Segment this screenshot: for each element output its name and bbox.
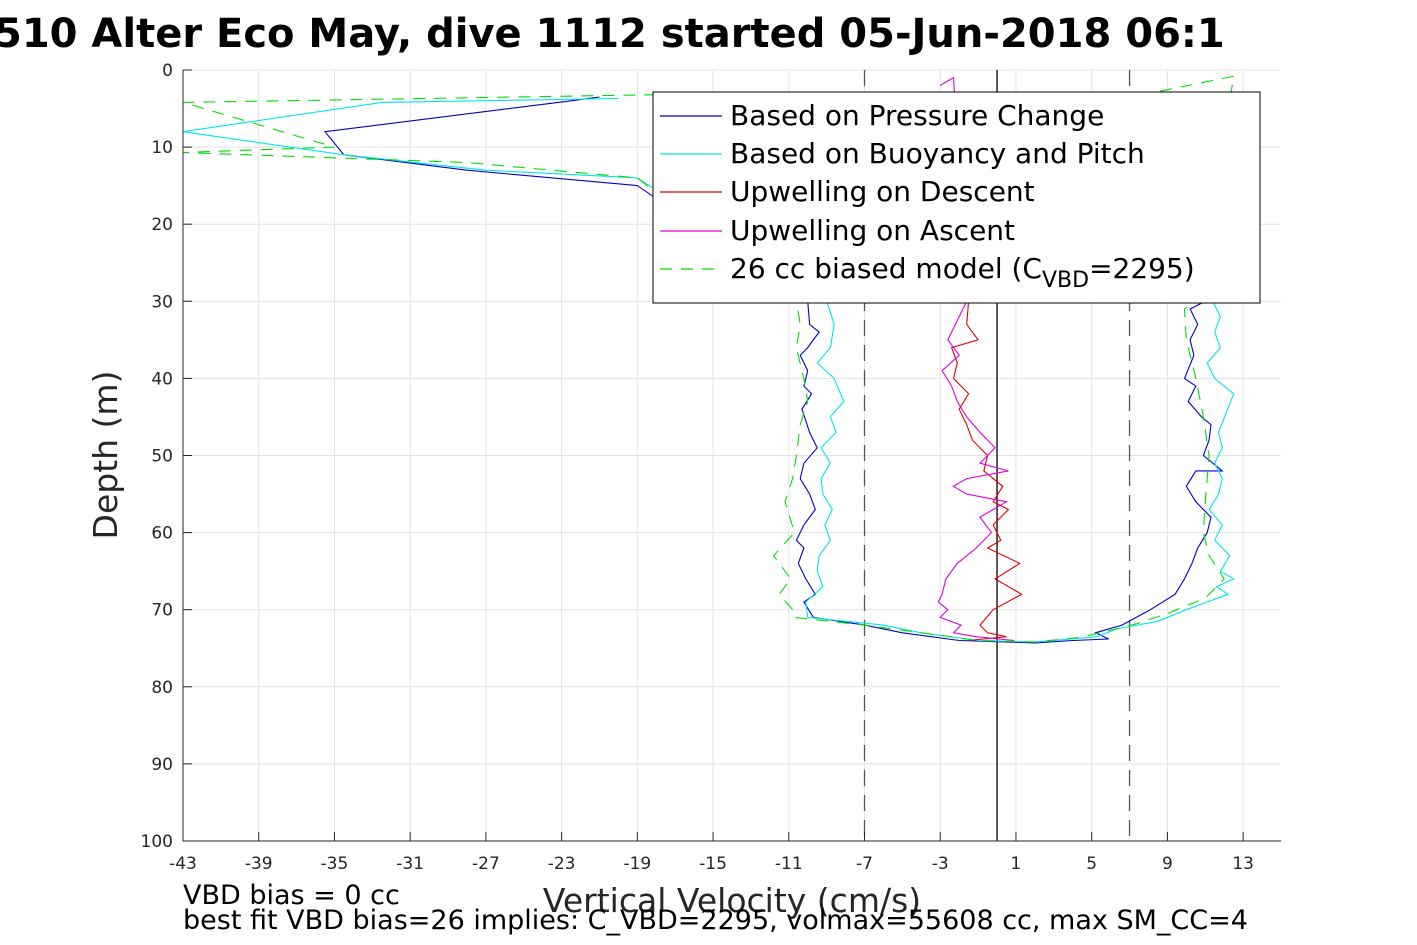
y-tick-label: 0	[162, 61, 173, 81]
x-tick-label: -19	[623, 854, 651, 874]
x-tick-label: 5	[1086, 854, 1097, 874]
y-tick-label: 10	[151, 138, 173, 158]
y-tick-label: 60	[151, 524, 173, 544]
x-tick-label: -39	[245, 854, 273, 874]
annotation-vbd-bias: VBD bias = 0 cc	[183, 880, 400, 911]
legend-model-prefix: 26 cc biased model (C	[730, 252, 1042, 285]
legend-label-descent: Upwelling on Descent	[730, 175, 1035, 208]
y-axis-label: Depth (m)	[86, 371, 125, 540]
y-tick-labels: 0 10 20 30 40 50 60 70 80 90 100	[141, 61, 173, 852]
x-axis-label: Vertical Velocity (cm/s)	[543, 881, 921, 920]
legend-label-ascent: Upwelling on Ascent	[730, 214, 1015, 247]
y-tick-label: 80	[151, 678, 173, 698]
x-tick-label: 1	[1011, 854, 1022, 874]
x-tick-label: -43	[169, 854, 197, 874]
x-tick-labels: -43 -39 -35 -31 -27 -23 -19 -15 -11 -7 -3 1 5 9 13	[169, 854, 1254, 874]
x-tick-label: -7	[856, 854, 873, 874]
x-tick-label: -31	[396, 854, 424, 874]
x-tick-label: -23	[548, 854, 576, 874]
y-tick-label: 40	[151, 369, 173, 389]
y-tick-label: 100	[141, 832, 173, 852]
legend-box	[652, 91, 1261, 304]
axes	[182, 69, 1281, 842]
legend: Based on Pressure Change Based on Buoyan…	[652, 91, 1261, 304]
annotation-best-fit: best fit VBD bias=26 implies: C_VBD=2295…	[183, 905, 1248, 936]
series-line-1	[323, 96, 1224, 644]
x-tick-label: 9	[1162, 854, 1173, 874]
legend-model-suffix: =2295)	[1089, 252, 1195, 285]
legend-label-pressure: Based on Pressure Change	[730, 99, 1104, 132]
x-tick-label: 13	[1232, 854, 1254, 874]
x-tick-label: -3	[932, 854, 949, 874]
x-tick-label: -11	[775, 854, 803, 874]
y-tick-label: 30	[151, 292, 173, 312]
y-tick-label: 50	[151, 447, 173, 467]
legend-label-buoyancy: Based on Buoyancy and Pitch	[730, 137, 1145, 170]
series-line-4	[937, 76, 1015, 642]
y-tick-label: 90	[151, 755, 173, 775]
legend-label-model: 26 cc biased model (CVBD=2295)	[730, 252, 1195, 293]
y-tick-label: 20	[151, 215, 173, 235]
x-tick-label: -35	[321, 854, 349, 874]
x-tick-label: -27	[472, 854, 500, 874]
series-line-3	[950, 301, 1023, 642]
legend-model-subscript: VBD	[1042, 268, 1089, 293]
chart-title: 510 Alter Eco May, dive 1112 started 05-…	[0, 11, 1225, 57]
y-tick-label: 70	[151, 601, 173, 621]
x-tick-label: -15	[699, 854, 727, 874]
